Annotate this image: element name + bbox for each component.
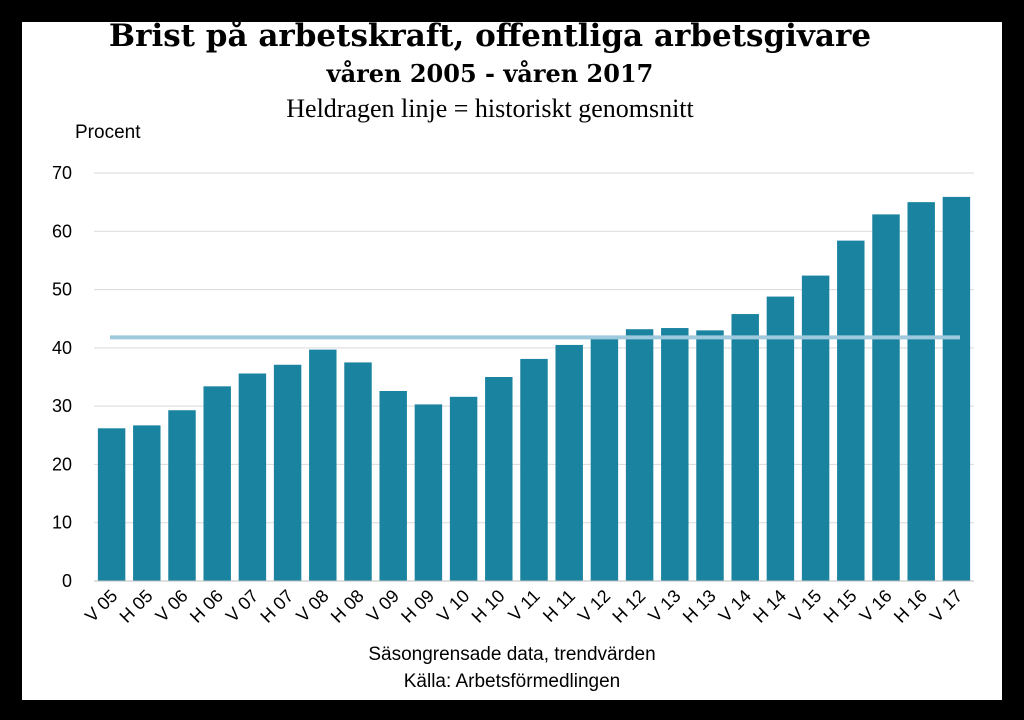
- y-axis-label: Procent: [75, 122, 141, 143]
- x-tick-label: H 05: [116, 586, 157, 627]
- bar: [379, 390, 407, 581]
- bar: [520, 358, 548, 581]
- y-tick-label: 30: [52, 396, 72, 416]
- bar: [344, 362, 372, 581]
- x-tick-label: H 15: [820, 586, 861, 627]
- x-tick-label: V 05: [81, 586, 121, 626]
- x-tick-label: H 13: [679, 586, 720, 627]
- chart-note: Heldragen linje = historiskt genomsnitt: [286, 94, 694, 123]
- x-tick-label: V 08: [292, 586, 332, 626]
- bar: [485, 377, 513, 581]
- bar: [907, 202, 935, 581]
- x-tick-label: V 10: [433, 586, 473, 626]
- y-tick-label: 60: [52, 221, 72, 241]
- bar: [801, 275, 830, 581]
- x-tick-label: V 07: [222, 586, 262, 626]
- x-tick-label: H 16: [890, 586, 931, 627]
- bar: [238, 373, 267, 581]
- bar: [203, 386, 231, 581]
- bar: [133, 425, 161, 581]
- y-tick-label: 70: [52, 163, 72, 183]
- bar: [625, 329, 654, 581]
- bar: [555, 344, 583, 581]
- x-tick-label: H 09: [397, 586, 438, 627]
- bar: [766, 296, 795, 581]
- y-tick-label: 20: [52, 454, 72, 474]
- bar: [661, 328, 689, 581]
- chart-subtitle: våren 2005 - våren 2017: [326, 59, 654, 88]
- x-tick-label: H 12: [608, 586, 649, 627]
- x-tick-label: H 14: [749, 586, 790, 627]
- bar: [309, 349, 337, 581]
- bar: [97, 428, 126, 581]
- y-tick-label: 50: [52, 280, 72, 300]
- bar: [273, 364, 302, 581]
- x-tick-label: V 06: [152, 586, 192, 626]
- bar: [942, 196, 971, 581]
- y-tick-label: 40: [52, 338, 72, 358]
- x-tick-label: V 15: [785, 586, 825, 626]
- bar: [837, 240, 865, 581]
- bar: [168, 410, 196, 581]
- x-tick-label: H 07: [256, 586, 297, 627]
- y-tick-label: 0: [62, 571, 72, 591]
- x-tick-label: V 13: [644, 586, 684, 626]
- bar: [872, 214, 900, 581]
- x-tick-label: H 06: [186, 586, 227, 627]
- x-tick-label: V 14: [715, 586, 755, 626]
- x-tick-label: V 09: [363, 586, 403, 626]
- x-tick-label: V 11: [504, 586, 543, 625]
- x-axis-label: Säsongrensade data, trendvärden: [368, 644, 656, 665]
- chart-title: Brist på arbetskraft, offentliga arbetsg…: [108, 18, 872, 54]
- x-tick-label: V 16: [856, 586, 896, 626]
- x-tick-label: H 10: [468, 586, 509, 627]
- x-tick-label: H 08: [327, 586, 368, 627]
- bar: [590, 337, 619, 581]
- source-label: Källa: Arbetsförmedlingen: [403, 671, 621, 692]
- bar: [731, 314, 759, 581]
- bar: [696, 330, 724, 581]
- x-tick-label: H 11: [539, 586, 579, 626]
- bar: [414, 404, 443, 581]
- x-tick-label: V 12: [574, 586, 614, 626]
- x-tick-label: V 17: [926, 586, 966, 626]
- bar: [449, 396, 478, 581]
- y-tick-label: 10: [52, 513, 72, 533]
